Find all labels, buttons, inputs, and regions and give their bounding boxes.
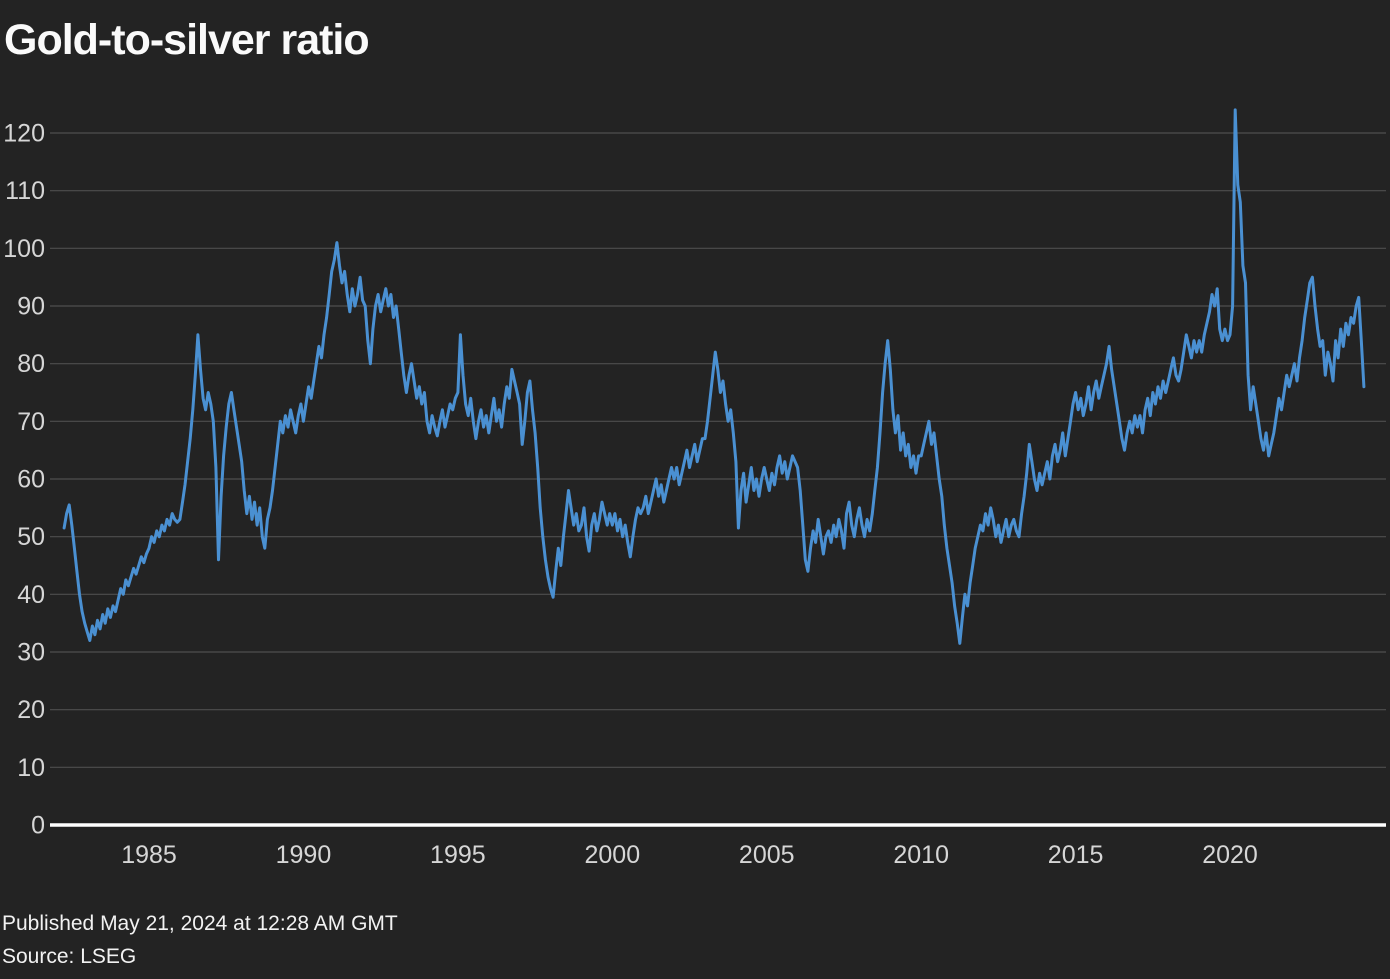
ratio-data-line	[62, 108, 1366, 645]
y-tick-label: 60	[17, 466, 45, 494]
y-tick-label: 20	[17, 696, 45, 724]
chart-footer: Published May 21, 2024 at 12:28 AM GMT S…	[2, 907, 398, 973]
y-tick-label: 30	[17, 639, 45, 667]
x-tick-label: 1985	[121, 841, 177, 869]
y-tick-label: 90	[17, 293, 45, 321]
gold-silver-ratio-line-chart: 0 10 20 30 40 50 60 70 80 90 100 110 120 1985 1990 1995…	[3, 108, 1386, 869]
x-tick-label: 2005	[739, 841, 795, 869]
x-tick-label: 1990	[276, 841, 332, 869]
y-tick-label: 10	[17, 754, 45, 782]
y-tick-label: 120	[3, 120, 45, 148]
x-tick-label: 1995	[430, 841, 486, 869]
x-tick-label: 2000	[584, 841, 640, 869]
x-tick-label: 2020	[1202, 841, 1258, 869]
y-tick-label: 0	[31, 812, 45, 840]
chart-title: Gold-to-silver ratio	[4, 16, 370, 64]
y-tick-label: 110	[5, 177, 45, 205]
published-timestamp: Published May 21, 2024 at 12:28 AM GMT	[2, 912, 398, 935]
x-tick-label: 2010	[893, 841, 949, 869]
y-tick-label: 50	[17, 523, 45, 551]
y-tick-label: 80	[17, 350, 45, 378]
y-tick-label: 100	[3, 235, 45, 263]
y-tick-label: 40	[17, 581, 45, 609]
source-credit: Source: LSEG	[2, 945, 137, 968]
x-tick-label: 2015	[1048, 841, 1104, 869]
y-tick-label: 70	[17, 408, 45, 436]
